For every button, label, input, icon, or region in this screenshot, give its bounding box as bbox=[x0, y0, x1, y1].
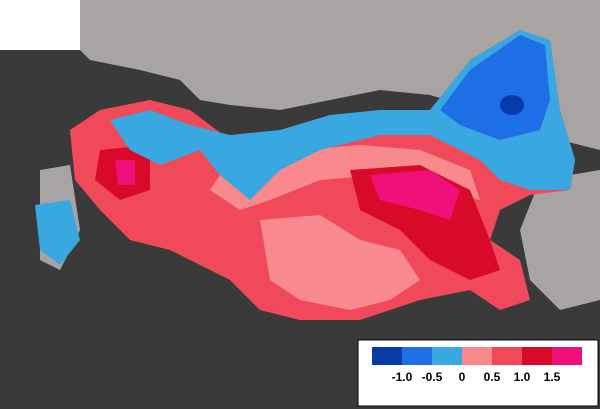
arctic-sea bbox=[80, 0, 600, 150]
region-west-max bbox=[115, 160, 135, 185]
region-west-cold bbox=[35, 200, 80, 265]
region-minus-1-0 bbox=[500, 95, 524, 115]
legend-swatch bbox=[372, 347, 402, 365]
legend-label: -0.5 bbox=[422, 370, 443, 384]
legend-swatch bbox=[432, 347, 462, 365]
legend-swatch bbox=[462, 347, 492, 365]
legend-swatch bbox=[492, 347, 522, 365]
pacific-sea bbox=[520, 170, 600, 310]
legend-label: 0.5 bbox=[484, 370, 501, 384]
legend-label: 1.0 bbox=[514, 370, 531, 384]
region-0 bbox=[110, 30, 575, 200]
legend-swatch bbox=[522, 347, 552, 365]
legend-label: -1.0 bbox=[392, 370, 413, 384]
legend-swatch bbox=[402, 347, 432, 365]
region-0-5 bbox=[260, 215, 420, 310]
region-max bbox=[370, 170, 460, 220]
legend: -1.0 -0.5 0 0.5 1.0 1.5 bbox=[372, 347, 582, 384]
legend-swatch bbox=[552, 347, 582, 365]
legend-label: 1.5 bbox=[544, 370, 561, 384]
blank-corner bbox=[0, 0, 80, 50]
legend-label: 0 bbox=[459, 370, 466, 384]
region-minus-0-5 bbox=[440, 35, 550, 140]
